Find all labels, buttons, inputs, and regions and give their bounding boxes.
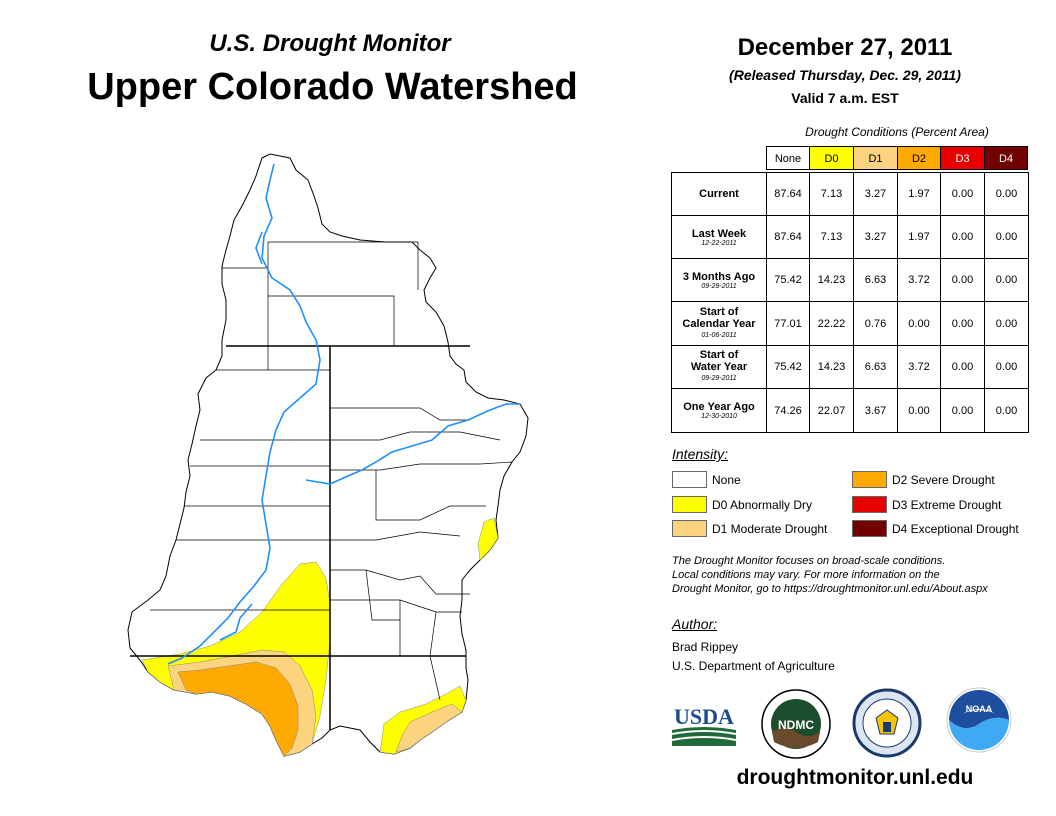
table-caption: Drought Conditions (Percent Area) <box>805 125 989 139</box>
col-none: None <box>766 146 810 170</box>
cell-d4: 0.00 <box>984 172 1029 216</box>
row-label: One Year Ago 12-30-2010 <box>671 388 767 433</box>
row-label: Start of Water Year 09-29-2011 <box>671 345 767 389</box>
legend-title: Intensity: <box>672 446 729 462</box>
cell-d0: 7.13 <box>809 172 854 216</box>
noaa-logo: NOAA <box>946 687 1012 753</box>
legend-swatch <box>852 496 887 513</box>
ndmc-logo: NDMC <box>761 689 831 759</box>
cell-none: 75.42 <box>766 258 810 302</box>
svg-text:USDA: USDA <box>674 704 734 729</box>
d0-region-east <box>477 517 499 561</box>
col-d1: D1 <box>853 146 898 170</box>
commerce-seal <box>852 688 922 758</box>
cell-d3: 0.00 <box>940 388 985 433</box>
release-date: (Released Thursday, Dec. 29, 2011) <box>729 67 961 83</box>
col-d4: D4 <box>984 146 1028 170</box>
author-org: U.S. Department of Agriculture <box>672 659 835 673</box>
col-d2: D2 <box>897 146 941 170</box>
author-info: Brad Rippey U.S. Department of Agricultu… <box>672 638 835 676</box>
author-name: Brad Rippey <box>672 640 739 654</box>
cell-d0: 14.23 <box>809 345 854 389</box>
cell-d1: 3.27 <box>853 172 898 216</box>
legend-swatch <box>672 496 707 513</box>
col-d3: D3 <box>940 146 985 170</box>
cell-d3: 0.00 <box>940 172 985 216</box>
legend-swatch <box>852 520 887 537</box>
d1-region-southeast <box>395 703 463 753</box>
valid-time: Valid 7 a.m. EST <box>791 90 899 106</box>
col-d0: D0 <box>809 146 854 170</box>
author-heading: Author: <box>672 616 718 632</box>
legend-item-d1: D1 Moderate Drought <box>672 520 827 537</box>
legend-item-d4: D4 Exceptional Drought <box>852 520 1019 537</box>
county-lines <box>150 241 513 730</box>
cell-d1: 6.63 <box>853 345 898 389</box>
row-label: Current <box>671 172 767 216</box>
cell-d2: 0.00 <box>897 301 941 346</box>
cell-none: 74.26 <box>766 388 810 433</box>
svg-text:NDMC: NDMC <box>778 718 814 732</box>
cell-none: 75.42 <box>766 345 810 389</box>
row-label: 3 Months Ago 09-29-2011 <box>671 258 767 302</box>
cell-d2: 3.72 <box>897 258 941 302</box>
cell-none: 77.01 <box>766 301 810 346</box>
legend-swatch <box>672 520 707 537</box>
cell-d3: 0.00 <box>940 215 985 259</box>
cell-d1: 3.67 <box>853 388 898 433</box>
legend-swatch <box>852 471 887 488</box>
cell-d3: 0.00 <box>940 345 985 389</box>
cell-d4: 0.00 <box>984 345 1029 389</box>
cell-d4: 0.00 <box>984 258 1029 302</box>
cell-d4: 0.00 <box>984 215 1029 259</box>
usda-logo: USDA <box>671 704 737 746</box>
cell-d2: 0.00 <box>897 388 941 433</box>
cell-d4: 0.00 <box>984 388 1029 433</box>
cell-d0: 14.23 <box>809 258 854 302</box>
watershed-map <box>127 153 529 757</box>
table-header-row: None D0 D1 D2 D3 D4 <box>766 146 1028 172</box>
cell-d0: 22.22 <box>809 301 854 346</box>
cell-d0: 22.07 <box>809 388 854 433</box>
d2-region-west <box>177 661 299 757</box>
cell-d2: 1.97 <box>897 172 941 216</box>
drought-table: Current 87.64 7.13 3.27 1.97 0.00 0.00 L… <box>671 172 1029 433</box>
legend-swatch <box>672 471 707 488</box>
website-url[interactable]: droughtmonitor.unl.edu <box>736 766 974 789</box>
cell-d2: 1.97 <box>897 215 941 259</box>
cell-none: 87.64 <box>766 172 810 216</box>
disclaimer-note: The Drought Monitor focuses on broad-sca… <box>672 555 988 595</box>
legend-item-d3: D3 Extreme Drought <box>852 496 1001 513</box>
row-label: Last Week 12-22-2011 <box>671 215 767 259</box>
cell-d1: 6.63 <box>853 258 898 302</box>
cell-d0: 7.13 <box>809 215 854 259</box>
cell-d2: 3.72 <box>897 345 941 389</box>
cell-none: 87.64 <box>766 215 810 259</box>
cell-d1: 0.76 <box>853 301 898 346</box>
map-title: Upper Colorado Watershed <box>87 66 578 108</box>
row-label: Start of Calendar Year 01-06-2011 <box>671 301 767 346</box>
legend-item-d0: D0 Abnormally Dry <box>672 496 812 513</box>
cell-d4: 0.00 <box>984 301 1029 346</box>
cell-d3: 0.00 <box>940 301 985 346</box>
cell-d3: 0.00 <box>940 258 985 302</box>
cell-d1: 3.27 <box>853 215 898 259</box>
legend-item-d2: D2 Severe Drought <box>852 471 995 488</box>
svg-text:NOAA: NOAA <box>966 704 993 714</box>
map-date: December 27, 2011 <box>737 34 953 61</box>
map-subtitle: U.S. Drought Monitor <box>209 30 451 57</box>
colorado-river-system <box>167 163 520 665</box>
legend-item-none: None <box>672 471 741 488</box>
